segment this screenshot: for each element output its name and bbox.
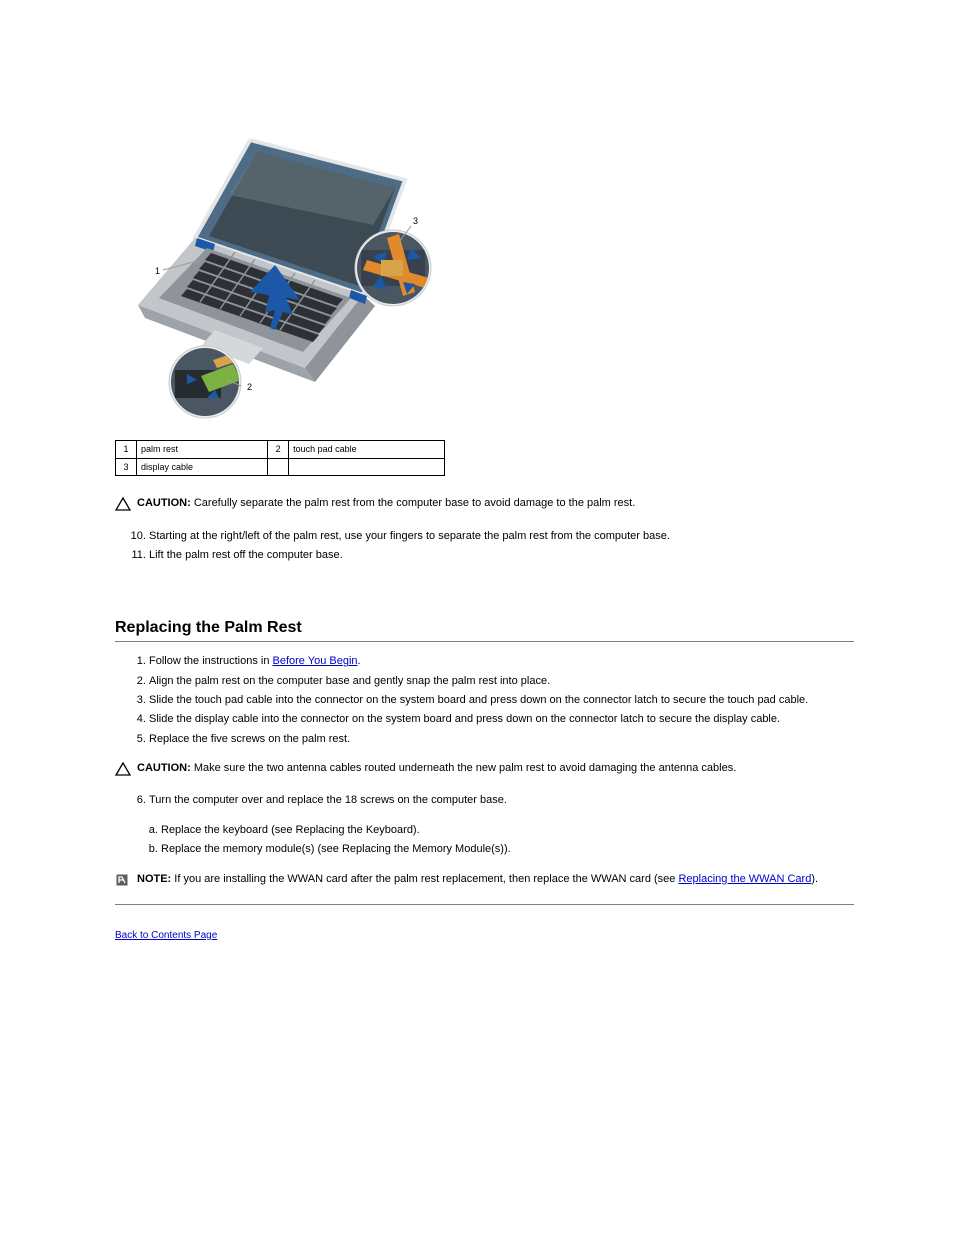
note-icon [115, 873, 131, 892]
sub-b: Replace the memory module(s) (see Replac… [161, 842, 854, 857]
caution-antenna-cables: CAUTION: Make sure the two antenna cable… [115, 761, 854, 781]
callout-table: 1 palm rest 2 touch pad cable 3 display … [115, 440, 445, 476]
cell-4-num [268, 458, 289, 476]
laptop-diagram-svg: 1 2 [115, 120, 435, 420]
caution-icon [115, 497, 131, 516]
cell-4-label [289, 458, 445, 476]
caution-icon [115, 762, 131, 781]
rstep-3: Slide the touch pad cable into the conne… [149, 693, 854, 708]
replacing-steps-6: Turn the computer over and replace the 1… [115, 793, 854, 808]
removal-steps-tail: Starting at the right/left of the palm r… [115, 529, 854, 564]
cell-2-label: touch pad cable [289, 441, 445, 459]
caution-text: Make sure the two antenna cables routed … [194, 762, 736, 774]
caution-label: CAUTION: [137, 497, 191, 509]
section-replacing-palmrest-title: Replacing the Palm Rest [115, 617, 854, 639]
cell-1-num: 1 [116, 441, 137, 459]
bottom-rule [115, 904, 854, 905]
rstep-5: Replace the five screws on the palm rest… [149, 732, 854, 747]
replacing-steps: Follow the instructions in Before You Be… [115, 654, 854, 747]
callout-1-label: 1 [155, 266, 160, 276]
step-11: Lift the palm rest off the computer base… [149, 548, 854, 563]
rstep-1: Follow the instructions in Before You Be… [149, 654, 854, 669]
back-to-contents-link[interactable]: Back to Contents Page [115, 930, 217, 941]
cell-3-num: 3 [116, 458, 137, 476]
cell-3-label: display cable [137, 458, 268, 476]
rstep-2: Align the palm rest on the computer base… [149, 674, 854, 689]
caution-label: CAUTION: [137, 762, 191, 774]
callout-3-label: 3 [413, 216, 418, 226]
caution-text: Carefully separate the palm rest from th… [194, 497, 635, 509]
cell-2-num: 2 [268, 441, 289, 459]
replacing-substeps: Replace the keyboard (see Replacing the … [115, 823, 854, 858]
rstep-6: Turn the computer over and replace the 1… [149, 793, 854, 808]
section-rule [115, 641, 854, 642]
palmrest-illustration: 1 2 [115, 120, 854, 420]
note-text: If you are installing the WWAN card afte… [174, 873, 678, 885]
note-label: NOTE: [137, 873, 171, 885]
replacing-wwan-link[interactable]: Replacing the WWAN Card [678, 873, 811, 885]
callout-2-label: 2 [247, 382, 252, 392]
before-you-begin-link[interactable]: Before You Begin [273, 655, 358, 667]
cell-1-label: palm rest [137, 441, 268, 459]
sub-a: Replace the keyboard (see Replacing the … [161, 823, 854, 838]
note-wwan: NOTE: If you are installing the WWAN car… [115, 872, 854, 892]
step-10: Starting at the right/left of the palm r… [149, 529, 854, 544]
note-after: ). [811, 873, 818, 885]
rstep-4: Slide the display cable into the connect… [149, 712, 854, 727]
caution-palmrest-separate: CAUTION: Carefully separate the palm res… [115, 496, 854, 516]
